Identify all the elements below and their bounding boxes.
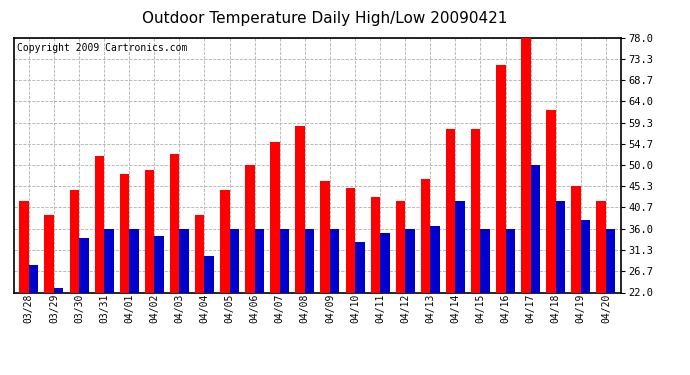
Bar xyxy=(155,236,164,292)
Bar xyxy=(555,201,565,292)
Text: Outdoor Temperature Daily High/Low 20090421: Outdoor Temperature Daily High/Low 20090… xyxy=(141,11,507,26)
Bar xyxy=(279,229,289,292)
Bar xyxy=(355,242,364,292)
Bar xyxy=(170,154,179,292)
Bar xyxy=(129,229,139,292)
Bar xyxy=(19,201,29,292)
Bar xyxy=(145,170,155,292)
Bar xyxy=(330,229,339,292)
Bar xyxy=(295,126,305,292)
Bar xyxy=(531,165,540,292)
Bar xyxy=(104,229,114,292)
Bar xyxy=(204,256,214,292)
Bar xyxy=(446,129,455,292)
Bar xyxy=(455,201,465,292)
Bar xyxy=(431,226,440,292)
Bar xyxy=(596,201,606,292)
Bar xyxy=(395,201,405,292)
Bar xyxy=(546,110,555,292)
Bar xyxy=(119,174,129,292)
Bar xyxy=(195,215,204,292)
Bar xyxy=(380,233,390,292)
Bar xyxy=(405,229,415,292)
Bar xyxy=(270,142,279,292)
Bar xyxy=(29,265,39,292)
Bar xyxy=(54,288,63,292)
Bar xyxy=(581,220,591,292)
Bar xyxy=(421,178,431,292)
Bar xyxy=(571,186,581,292)
Bar xyxy=(70,190,79,292)
Bar xyxy=(506,229,515,292)
Bar xyxy=(606,229,615,292)
Bar xyxy=(305,229,315,292)
Bar xyxy=(471,129,480,292)
Bar xyxy=(480,229,490,292)
Bar xyxy=(230,229,239,292)
Bar xyxy=(346,188,355,292)
Bar xyxy=(245,165,255,292)
Bar xyxy=(79,238,88,292)
Bar xyxy=(220,190,230,292)
Bar xyxy=(320,181,330,292)
Text: Copyright 2009 Cartronics.com: Copyright 2009 Cartronics.com xyxy=(17,43,187,52)
Bar xyxy=(95,156,104,292)
Bar xyxy=(179,229,189,292)
Bar xyxy=(521,38,531,292)
Bar xyxy=(255,229,264,292)
Bar xyxy=(371,197,380,292)
Bar xyxy=(496,65,506,292)
Bar xyxy=(44,215,54,292)
